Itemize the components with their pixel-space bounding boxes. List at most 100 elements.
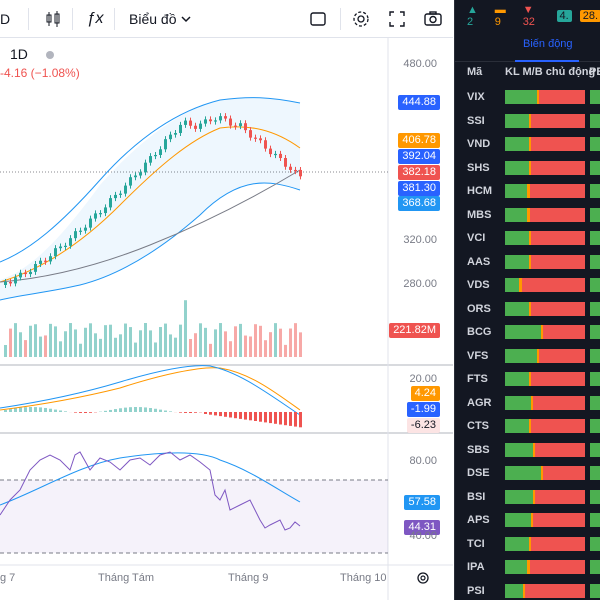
function-icon[interactable]: ƒx <box>86 10 104 27</box>
fullscreen-icon[interactable] <box>387 0 407 38</box>
volume-bar <box>84 327 87 357</box>
macd-bar <box>4 410 7 412</box>
list-item[interactable]: ORS <box>455 298 600 321</box>
pe-cell <box>590 113 600 128</box>
list-item[interactable]: MBS <box>455 204 600 227</box>
volume-bar <box>139 330 142 357</box>
col-header-volume[interactable]: KL M/B chủ động <box>505 66 596 78</box>
chart-type-dropdown[interactable]: Biểu đồ <box>129 0 192 38</box>
symbol-code: VFS <box>467 349 489 362</box>
symbol-code: DSE <box>467 467 490 479</box>
change-label: -4.16 (−1.08%) <box>0 66 80 80</box>
volume-bar <box>94 333 97 357</box>
candle <box>294 169 297 172</box>
volume-bar <box>259 325 262 357</box>
candle <box>29 271 32 275</box>
macd-bar <box>104 410 107 412</box>
candle <box>164 139 167 150</box>
list-item[interactable]: BCG <box>455 321 600 344</box>
volume-bar <box>284 344 287 357</box>
candle <box>79 230 82 232</box>
chart-area[interactable]: 1D -4.16 (−1.08%) 480.00 320.00 280.00 4… <box>0 38 453 600</box>
col-header-pe[interactable]: PE <box>589 66 600 78</box>
square-icon[interactable] <box>308 0 328 38</box>
candle <box>49 256 52 262</box>
rsi-badge: 44.31 <box>404 520 440 535</box>
volume-bar <box>214 329 217 357</box>
pe-cell <box>590 254 600 269</box>
list-item[interactable]: DSE <box>455 462 600 485</box>
list-item[interactable]: AAS <box>455 251 600 274</box>
symbol-code: IPA <box>467 561 485 573</box>
candle <box>149 156 152 163</box>
pe-cell <box>590 137 600 151</box>
volume-bar <box>254 324 257 357</box>
macd-bar <box>234 412 237 419</box>
pe-cell <box>590 583 600 598</box>
volume-bar <box>194 333 197 357</box>
candle <box>144 162 147 173</box>
tab-bien-dong[interactable]: Biến động <box>523 38 573 50</box>
list-item[interactable]: PSI <box>455 580 600 600</box>
pe-cell <box>590 184 600 198</box>
volume-bar <box>144 323 147 357</box>
volume-bar <box>4 345 7 357</box>
macd-bar <box>139 407 142 412</box>
macd-bar <box>14 408 17 412</box>
col-header-symbol[interactable]: Mã <box>467 66 483 78</box>
symbol-code: VND <box>467 138 491 150</box>
list-item[interactable]: VFS <box>455 345 600 368</box>
macd-bar <box>134 407 137 412</box>
volume-bar <box>64 331 67 357</box>
candle <box>19 272 22 278</box>
list-item[interactable]: APS <box>455 509 600 532</box>
list-item[interactable]: SHS <box>455 157 600 180</box>
chart-canvas[interactable] <box>0 38 453 600</box>
macd-bar <box>274 412 277 424</box>
list-item[interactable]: HCM <box>455 180 600 203</box>
list-item[interactable]: IPA <box>455 556 600 579</box>
candle <box>134 175 137 178</box>
pe-cell <box>590 536 600 551</box>
list-item[interactable]: FTS <box>455 368 600 391</box>
buy-sell-bar <box>505 278 585 292</box>
pe-cell <box>590 489 600 504</box>
candle <box>139 172 142 176</box>
candle <box>224 116 227 119</box>
symbol-code: PSI <box>467 584 485 597</box>
time-settings-icon[interactable] <box>416 571 430 590</box>
list-item[interactable]: TCI <box>455 533 600 556</box>
list-item[interactable]: CTS <box>455 415 600 438</box>
list-item[interactable]: VIX <box>455 86 600 109</box>
list-item[interactable]: VCI <box>455 227 600 250</box>
gear-icon[interactable] <box>351 0 371 38</box>
macd-bar <box>244 412 247 420</box>
volume-bar <box>109 324 112 357</box>
tag-green: 4. <box>556 10 572 22</box>
symbol-code: SBS <box>467 443 490 456</box>
list-item[interactable]: VND <box>455 133 600 156</box>
pe-cell <box>590 560 600 574</box>
volume-bar <box>34 324 37 357</box>
volume-bar <box>219 323 222 357</box>
candle <box>254 137 257 139</box>
candle <box>229 118 232 126</box>
list-item[interactable]: BSI <box>455 486 600 509</box>
volume-bar <box>189 338 192 357</box>
list-item[interactable]: VDS <box>455 274 600 297</box>
pe-cell <box>590 466 600 480</box>
toolbar-divider <box>114 8 115 30</box>
symbol-button[interactable]: D <box>0 0 14 38</box>
macd-histogram <box>4 407 302 428</box>
volume-bar <box>264 340 267 357</box>
macd-bar <box>109 409 112 412</box>
candles-icon[interactable] <box>42 0 64 38</box>
candle <box>199 123 202 129</box>
macd-bar <box>84 412 87 413</box>
list-item[interactable]: SBS <box>455 439 600 462</box>
list-item[interactable]: AGR <box>455 392 600 415</box>
list-item[interactable]: SSI <box>455 110 600 133</box>
volume-bar <box>169 334 172 357</box>
camera-icon[interactable] <box>422 0 444 38</box>
